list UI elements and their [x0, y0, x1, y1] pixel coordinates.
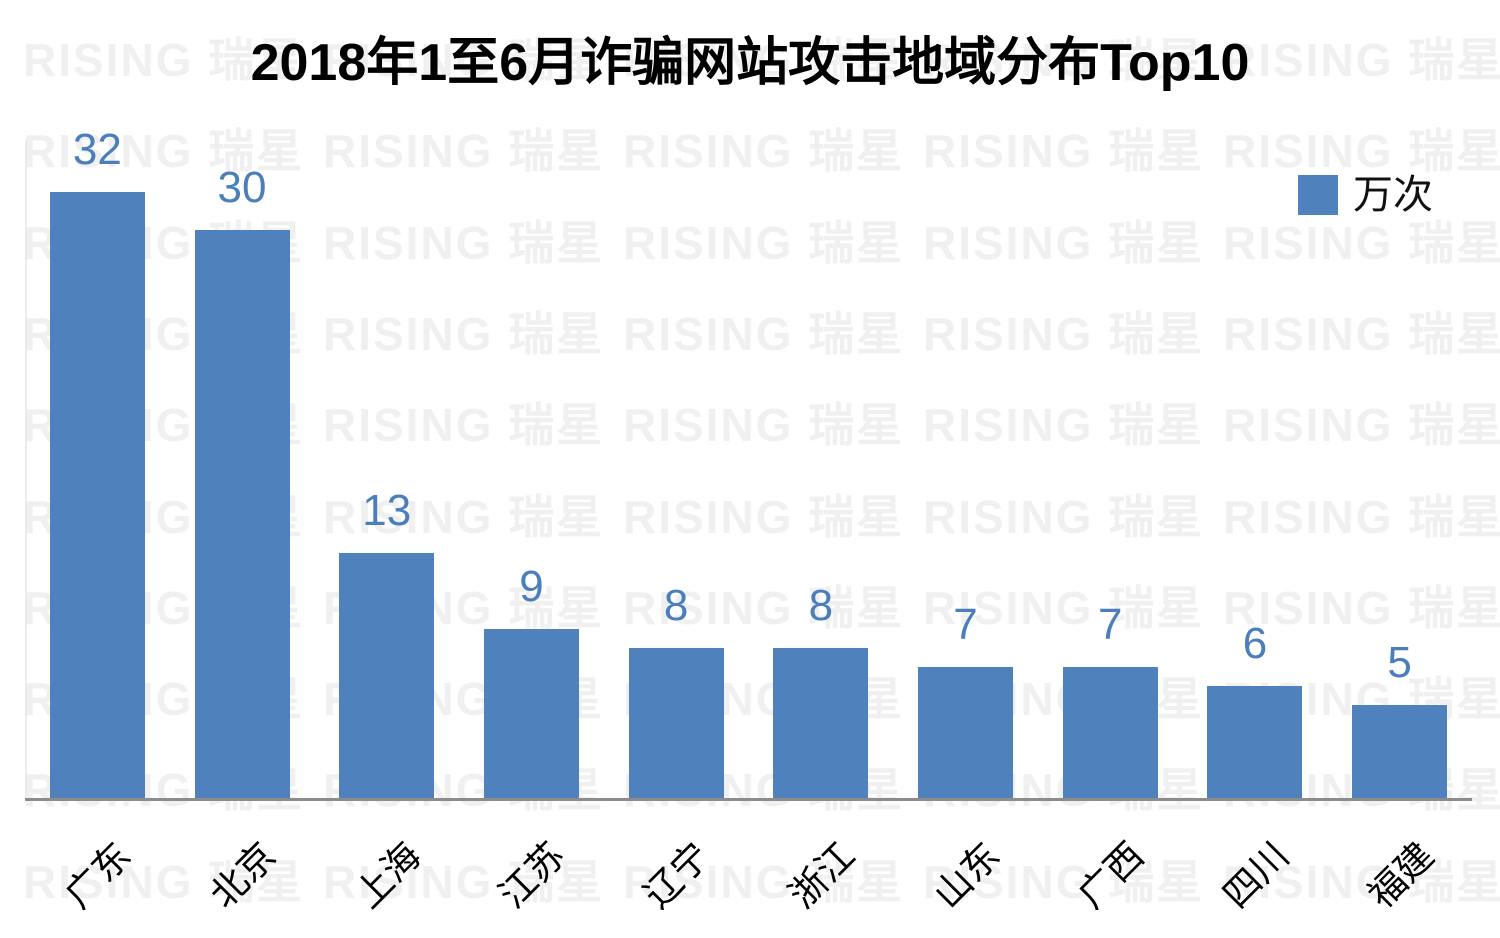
legend-label: 万次 — [1353, 173, 1433, 217]
rising-watermark-logo: RISING 瑞星 — [923, 216, 1205, 269]
bar — [773, 648, 869, 800]
rising-watermark-logo: RISING 瑞星 — [623, 307, 905, 360]
rising-watermark-logo: RISING 瑞星 — [1223, 125, 1500, 178]
bar — [339, 553, 435, 800]
x-axis-label: 北京 — [202, 834, 284, 916]
rising-watermark-logo: RISING 瑞星 — [923, 399, 1205, 452]
x-axis-label: 上海 — [347, 834, 429, 916]
bar-value-label: 30 — [217, 163, 267, 212]
x-axis-label: 浙江 — [781, 834, 863, 916]
rising-watermark-logo: RISING 瑞星 — [1223, 399, 1500, 452]
x-axis-label: 广东 — [57, 834, 139, 916]
bar — [1352, 705, 1448, 800]
rising-watermark-logo: RISING 瑞星 — [623, 216, 905, 269]
rising-watermark-logo: RISING 瑞星 — [1223, 490, 1500, 543]
rising-watermark-logo: RISING 瑞星 — [923, 490, 1205, 543]
rising-watermark-logo: RISING 瑞星 — [923, 307, 1205, 360]
x-axis-line — [25, 798, 1472, 801]
rising-watermark-logo: RISING 瑞星 — [323, 125, 605, 178]
bar-value-label: 7 — [953, 600, 978, 649]
rising-watermark-logo: RISING 瑞星 — [1223, 307, 1500, 360]
chart-title: 2018年1至6月诈骗网站攻击地域分布Top10 — [250, 34, 1250, 92]
x-axis-label: 江苏 — [491, 834, 574, 916]
rising-watermark-logo: RISING 瑞星 — [623, 125, 905, 178]
rising-watermark-logo: RISING 瑞星 — [623, 490, 905, 543]
rising-watermark-logo: RISING 瑞星 — [1223, 216, 1500, 269]
bar — [918, 667, 1014, 800]
bar — [49, 192, 145, 800]
bar — [628, 648, 724, 800]
x-axis-label: 四川 — [1215, 834, 1297, 916]
x-axis-label: 辽宁 — [636, 834, 718, 916]
bar-value-label: 6 — [1242, 619, 1268, 668]
legend: 万次 — [1298, 175, 1433, 215]
legend-swatch-icon — [1298, 175, 1338, 215]
bar-value-label: 8 — [663, 581, 689, 630]
bar-value-label: 13 — [362, 486, 412, 535]
bar — [483, 629, 579, 800]
y-axis-line — [25, 140, 27, 801]
bar-value-label: 7 — [1097, 600, 1123, 649]
rising-watermark-logo: RISING 瑞星 — [323, 307, 605, 360]
bar — [194, 230, 290, 800]
x-axis-label: 福建 — [1359, 834, 1442, 916]
rising-watermark-logo: RISING 瑞星 — [923, 125, 1205, 178]
bar — [1062, 667, 1158, 800]
rising-watermark-logo: RISING 瑞星 — [323, 399, 605, 452]
bar-value-label: 8 — [808, 581, 834, 630]
rising-watermark-logo: RISING 瑞星 — [623, 399, 905, 452]
x-axis-label: 山东 — [925, 834, 1008, 916]
bar-value-label: 32 — [72, 125, 122, 174]
bar-value-label: 9 — [519, 562, 544, 611]
bar — [1207, 686, 1303, 800]
rising-watermark-logo: RISING 瑞星 — [323, 216, 605, 269]
bar-value-label: 5 — [1387, 638, 1412, 687]
x-axis-label: 广西 — [1070, 834, 1152, 916]
